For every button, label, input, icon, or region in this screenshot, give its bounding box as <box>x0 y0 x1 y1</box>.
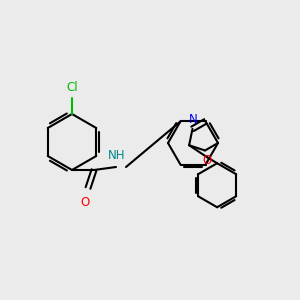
Text: NH: NH <box>108 149 126 162</box>
Text: O: O <box>80 196 90 209</box>
Text: N: N <box>189 113 198 126</box>
Text: Cl: Cl <box>66 81 78 94</box>
Text: O: O <box>202 154 211 166</box>
